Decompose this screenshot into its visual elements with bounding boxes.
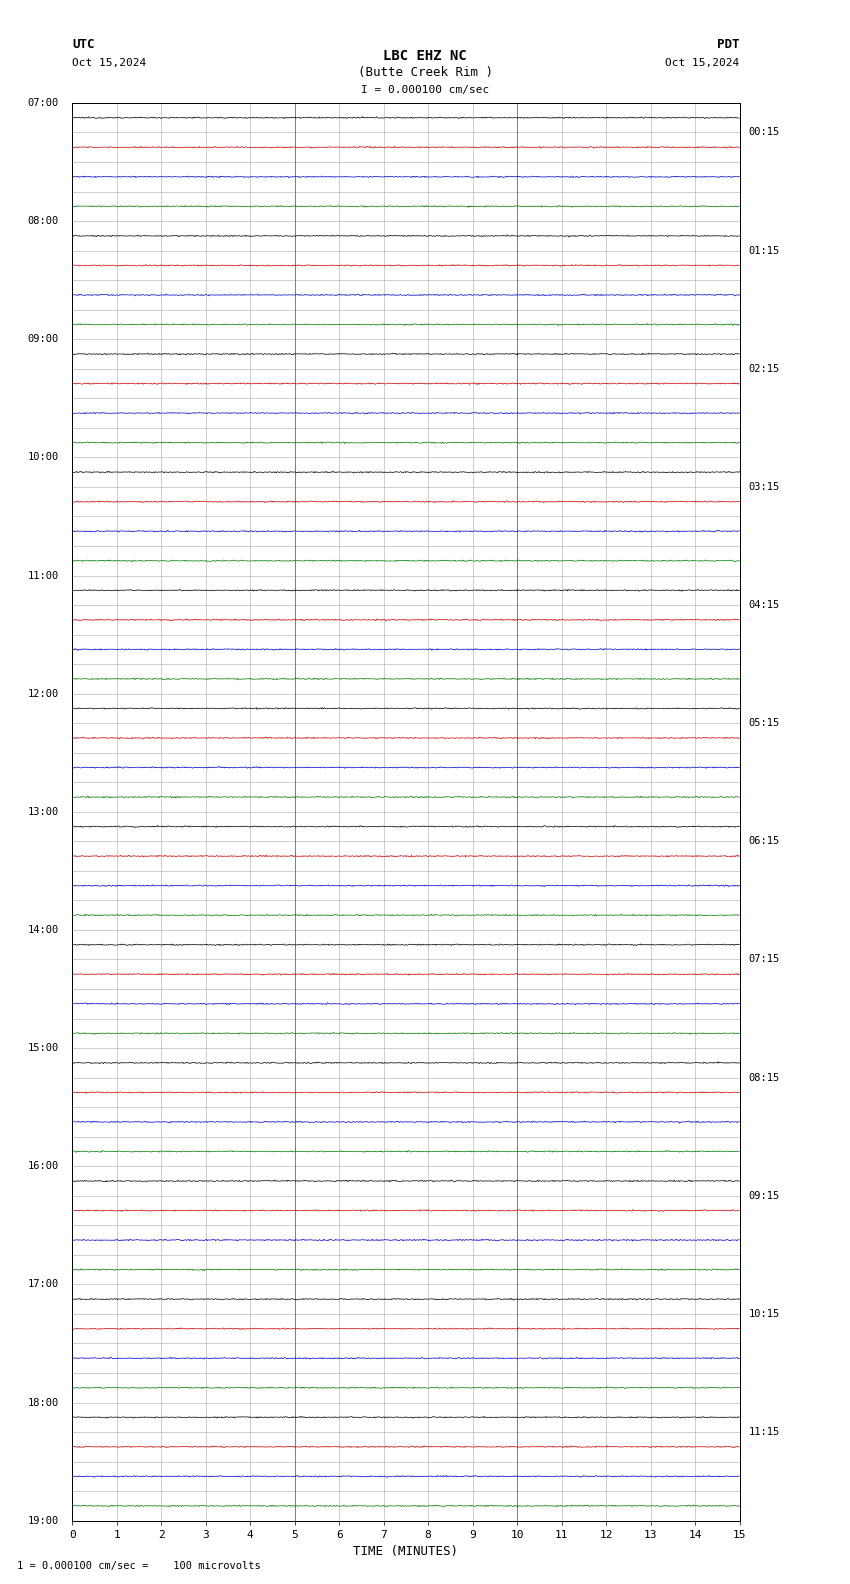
Text: 12:00: 12:00	[28, 689, 59, 699]
Text: 00:15: 00:15	[748, 127, 779, 138]
Text: 14:00: 14:00	[28, 925, 59, 935]
Text: 07:15: 07:15	[748, 955, 779, 965]
Text: 08:15: 08:15	[748, 1072, 779, 1082]
Text: (Butte Creek Rim ): (Butte Creek Rim )	[358, 67, 492, 79]
Text: Oct 15,2024: Oct 15,2024	[666, 59, 740, 68]
Text: 11:15: 11:15	[748, 1427, 779, 1437]
Text: 11:00: 11:00	[28, 570, 59, 580]
Text: 07:00: 07:00	[28, 98, 59, 108]
X-axis label: TIME (MINUTES): TIME (MINUTES)	[354, 1546, 458, 1559]
Text: 05:15: 05:15	[748, 718, 779, 729]
Text: 1 = 0.000100 cm/sec =    100 microvolts: 1 = 0.000100 cm/sec = 100 microvolts	[17, 1562, 261, 1571]
Text: 01:15: 01:15	[748, 246, 779, 255]
Text: 19:00: 19:00	[28, 1516, 59, 1525]
Text: 04:15: 04:15	[748, 600, 779, 610]
Text: 15:00: 15:00	[28, 1044, 59, 1053]
Text: I = 0.000100 cm/sec: I = 0.000100 cm/sec	[361, 86, 489, 95]
Text: Oct 15,2024: Oct 15,2024	[72, 59, 146, 68]
Text: 06:15: 06:15	[748, 836, 779, 846]
Text: 13:00: 13:00	[28, 806, 59, 817]
Text: UTC: UTC	[72, 38, 94, 51]
Text: LBC EHZ NC: LBC EHZ NC	[383, 49, 467, 63]
Text: 10:15: 10:15	[748, 1308, 779, 1319]
Text: 02:15: 02:15	[748, 364, 779, 374]
Text: 17:00: 17:00	[28, 1280, 59, 1289]
Text: 09:00: 09:00	[28, 334, 59, 344]
Text: 08:00: 08:00	[28, 215, 59, 227]
Text: PDT: PDT	[717, 38, 740, 51]
Text: 18:00: 18:00	[28, 1397, 59, 1408]
Text: 03:15: 03:15	[748, 482, 779, 493]
Text: 16:00: 16:00	[28, 1161, 59, 1171]
Text: 10:00: 10:00	[28, 453, 59, 463]
Text: 09:15: 09:15	[748, 1191, 779, 1201]
